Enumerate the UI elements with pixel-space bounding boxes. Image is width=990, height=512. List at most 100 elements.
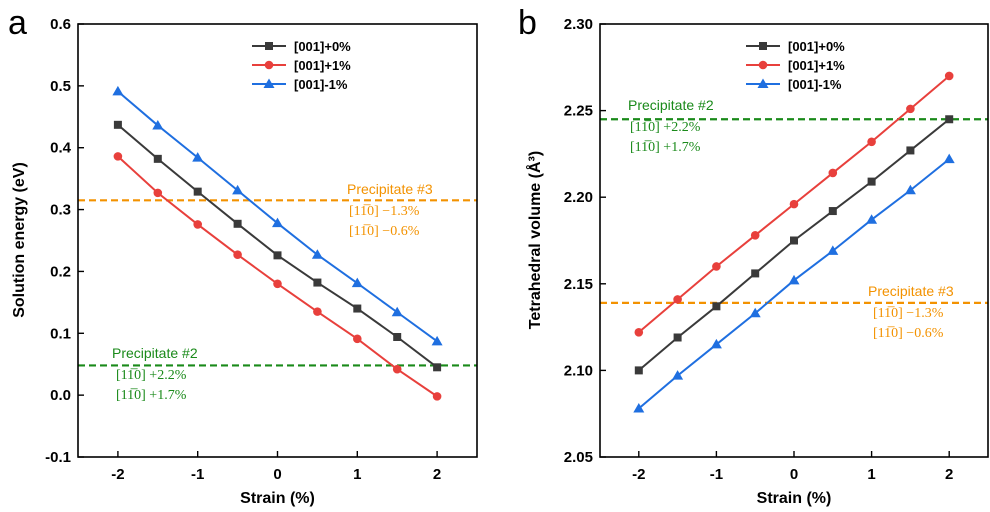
panel-b-data-point — [673, 333, 682, 342]
panel-b-marks: -2 -1 0 1 2 2.05 2.10 2.15 2.20 2.25 2.30 Precipita… — [564, 16, 988, 483]
panel-a-data-point — [273, 279, 282, 289]
panel-a-annotation-line: [11̅0] −0.6% — [349, 224, 420, 239]
panel-a-ytick-label: -0.1 — [45, 449, 71, 466]
panel-b-annotation-line: [11̅0] −0.6% — [873, 326, 944, 341]
panel-b-ytick-label: 2.30 — [564, 16, 593, 33]
panel-b-data-point — [828, 207, 837, 216]
panel-b-xlabel: Strain (%) — [757, 490, 832, 507]
panel-a-ytick-label: 0.6 — [50, 16, 71, 33]
panel-b-data-point — [944, 71, 954, 81]
panel-b-legend-label: [001]+1% — [788, 58, 845, 73]
panel-a-annotation-title: Precipitate #2 — [112, 345, 198, 361]
panel-a: a -2 -1 0 1 2 -0.1 0.0 0.1 0.2 0.3 0.4 0.5 0.6 Precip… — [8, 4, 478, 507]
panel-a-xlabel: Strain (%) — [240, 490, 315, 507]
panel-b-ytick-label: 2.20 — [564, 189, 593, 206]
panel-a-data-point — [392, 364, 402, 374]
panel-a-ytick-label: 0.4 — [50, 140, 72, 157]
panel-a-data-point — [313, 278, 322, 287]
panel-a-legend-marker — [263, 78, 275, 88]
panel-b-data-point — [828, 168, 838, 178]
panel-b-data-point — [751, 269, 760, 278]
panel-a-legend-label: [001]+0% — [294, 39, 351, 54]
panel-a-data-point — [233, 250, 242, 260]
panel-b-data-point — [790, 236, 798, 245]
panel-b-data-point — [906, 146, 915, 155]
panel-b-data-point — [634, 327, 644, 337]
panel-b-annotation-line: [11̅0] +1.7% — [630, 140, 701, 155]
panel-a-ytick-label: 0.5 — [50, 78, 71, 95]
panel-a-data-point — [353, 334, 362, 344]
panel-b-data-point — [750, 231, 760, 240]
panel-b-data-point — [904, 184, 916, 195]
panel-a-data-point — [152, 119, 164, 130]
panel-b-legend-marker — [759, 42, 767, 50]
panel-b-data-point — [673, 295, 682, 304]
panel-a-data-point — [113, 152, 123, 161]
panel-a-xtick-label: 2 — [433, 466, 441, 483]
panel-a-data-point — [393, 332, 402, 341]
panel-b: b -2 -1 0 1 2 2.05 2.10 2.15 2.20 2.25 2.30 Precipi… — [518, 4, 989, 507]
panel-a-plot-frame — [77, 23, 478, 458]
panel-letter-b: b — [518, 4, 537, 42]
panel-b-xtick-label: 1 — [867, 466, 875, 483]
panel-b-legend-label: [001]+0% — [788, 39, 845, 54]
panel-a-data-point — [433, 363, 442, 372]
panel-a-series-line — [117, 124, 438, 369]
panel-b-data-point — [945, 115, 954, 124]
panel-a-annotation-line: [11̅0] +2.2% — [116, 368, 187, 383]
panel-b-data-point — [710, 338, 722, 349]
panel-a-data-point — [153, 154, 162, 163]
panel-b-xtick-label: -1 — [710, 466, 723, 483]
panel-b-data-point — [633, 403, 645, 413]
panel-a-data-point — [272, 217, 283, 228]
panel-a-marks: -2 -1 0 1 2 -0.1 0.0 0.1 0.2 0.3 0.4 0.5 0.6 Precipit… — [45, 16, 477, 483]
panel-b-data-point — [789, 199, 799, 209]
panel-b-data-point — [749, 307, 761, 318]
panel-a-legend: [001]+0% [001]+1% [001]-1% — [252, 39, 351, 92]
panel-a-xtick-label: 1 — [353, 466, 361, 483]
panel-b-annotation-line: [11̅0] +2.2% — [630, 120, 701, 135]
panel-a-xtick-label: -1 — [191, 466, 204, 483]
panel-a-data-point — [313, 307, 322, 316]
panel-a-ytick-label: 0.1 — [50, 325, 71, 342]
panel-b-xtick-label: 2 — [945, 466, 953, 483]
panel-b-ylabel: Tetrahedral volume (Å³) — [525, 151, 544, 329]
panel-a-legend-label: [001]+1% — [294, 58, 351, 73]
panel-a-ytick-label: 0.3 — [50, 202, 71, 219]
panel-a-data-point — [193, 187, 202, 196]
panel-a-ytick-label: 0.2 — [50, 263, 71, 280]
panel-b-data-point — [712, 302, 721, 311]
panel-a-data-point — [311, 249, 323, 259]
panel-a-legend-marker — [265, 42, 273, 50]
panel-b-ytick-label: 2.05 — [564, 449, 593, 466]
panel-b-data-point — [866, 214, 878, 224]
panel-b-plot-frame — [599, 23, 989, 458]
panel-a-data-point — [351, 277, 363, 288]
panel-b-legend-marker — [758, 60, 768, 70]
panel-a-data-point — [353, 304, 362, 313]
panel-b-legend-label: [001]-1% — [788, 77, 842, 92]
panel-a-legend-label: [001]-1% — [294, 77, 348, 92]
panel-a-data-point — [153, 188, 163, 198]
panel-a-data-point — [391, 306, 403, 317]
panel-letter-a: a — [8, 4, 27, 42]
panel-b-xtick-label: -2 — [632, 466, 645, 483]
panel-a-annotation-line: [11̅0] +1.7% — [116, 388, 187, 403]
panel-a-data-point — [193, 220, 202, 229]
panel-b-ytick-label: 2.25 — [564, 103, 593, 120]
panel-b-data-point — [867, 177, 876, 186]
panel-a-data-point — [112, 85, 124, 96]
panel-a-data-point — [432, 392, 442, 401]
panel-b-data-point — [672, 370, 684, 380]
panel-a-data-point — [232, 184, 244, 195]
panel-b-data-point — [712, 262, 721, 271]
panel-b-data-point — [827, 245, 839, 255]
panel-a-ylabel: Solution energy (eV) — [11, 162, 28, 318]
panel-b-legend: [001]+0% [001]+1% [001]-1% — [746, 39, 845, 92]
panel-a-ytick-label: 0.0 — [50, 387, 71, 404]
panel-b-data-point — [943, 153, 955, 164]
panel-b-data-point — [634, 366, 643, 375]
panel-b-legend-marker — [757, 78, 769, 88]
panel-b-annotation-title: Precipitate #3 — [868, 283, 954, 299]
panel-a-annotation-title: Precipitate #3 — [347, 181, 433, 197]
